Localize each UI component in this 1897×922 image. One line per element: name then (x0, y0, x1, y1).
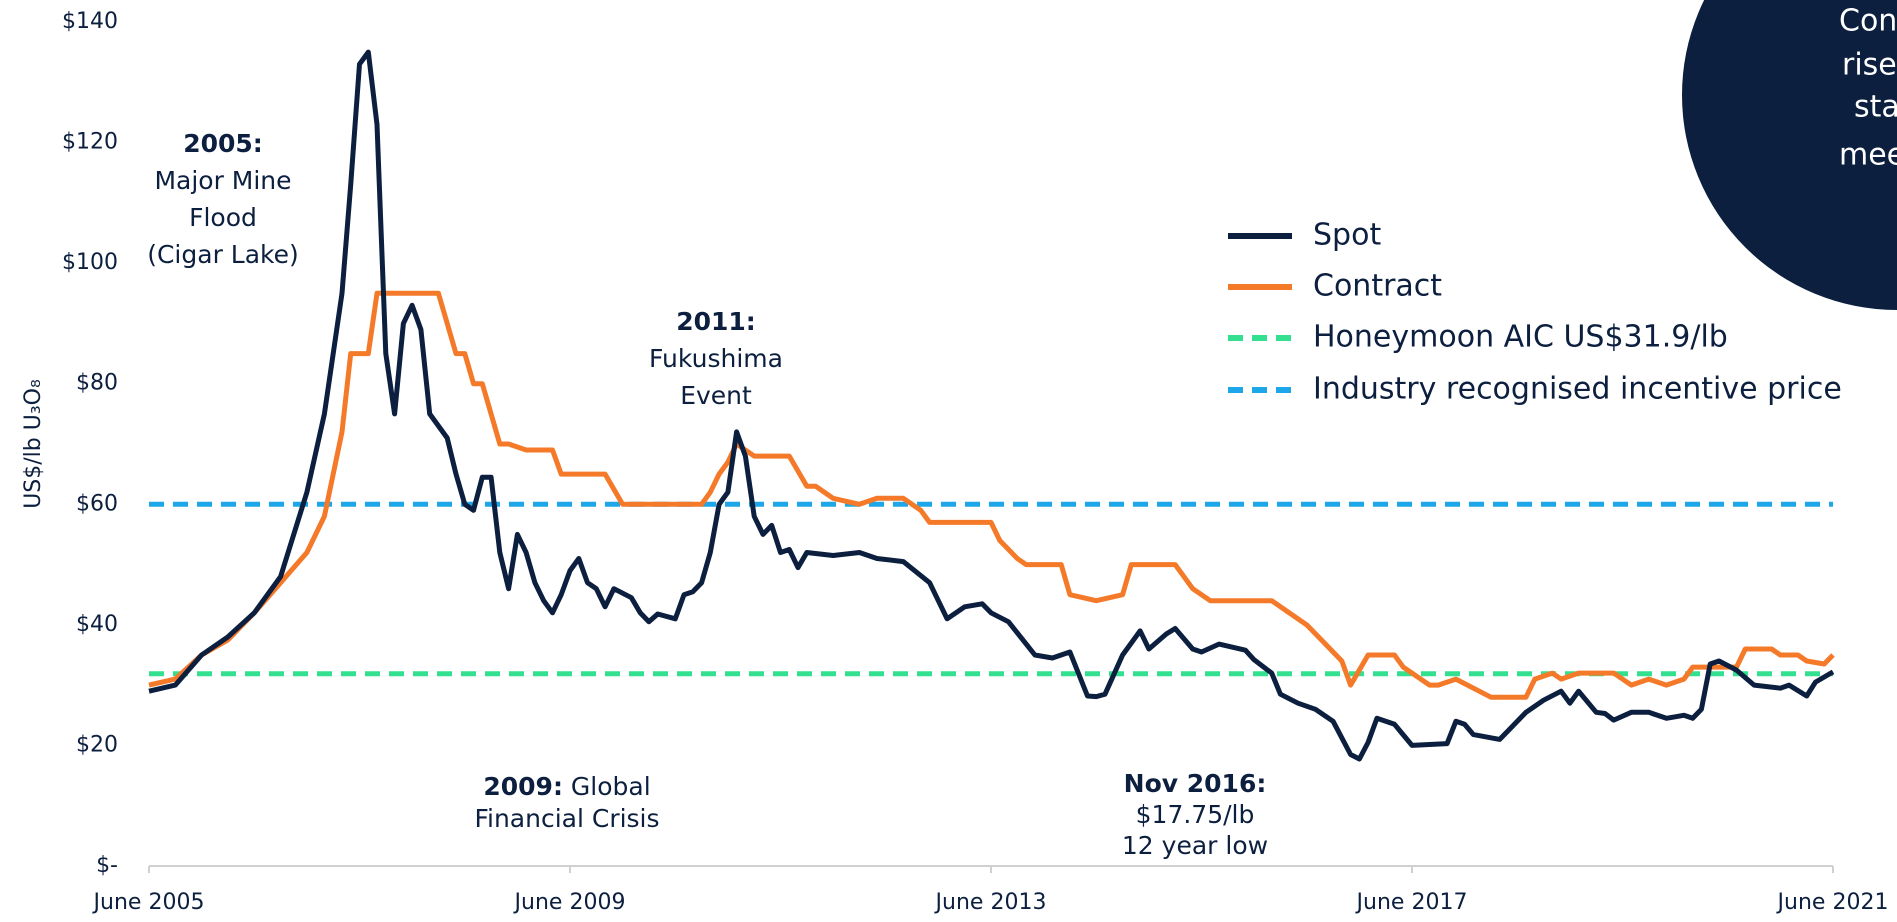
annotation-text: Fukushima (649, 344, 783, 373)
legend-label: Spot (1313, 218, 1381, 253)
annotation-heading: 2011: (676, 307, 756, 336)
y-tick-label: $80 (76, 371, 118, 396)
y-tick-label: $- (96, 853, 118, 878)
annotation-text: Financial Crisis (474, 804, 659, 833)
annotation-text: (Cigar Lake) (147, 240, 299, 269)
x-tick-label: June 2013 (934, 890, 1047, 915)
callout-text: Con (1839, 4, 1897, 39)
legend-label: Honeymoon AIC US$31.9/lb (1313, 320, 1728, 355)
y-tick-label: $20 (76, 732, 118, 757)
y-tick-label: $60 (76, 491, 118, 516)
x-tick-label: June 2009 (513, 890, 626, 915)
series-line (148, 49, 1835, 762)
annotation-text: 12 year low (1122, 831, 1268, 860)
series-line (148, 290, 1835, 700)
legend-label: Industry recognised incentive price (1313, 372, 1842, 407)
callout-text: mee (1839, 138, 1897, 173)
callout-circle (1682, 0, 1897, 310)
annotation-heading: 2005: (183, 129, 263, 158)
x-tick-label: June 2021 (1776, 890, 1889, 915)
annotation-text: Flood (189, 203, 257, 232)
callout-text: sta (1854, 90, 1897, 125)
legend-label: Contract (1313, 269, 1442, 304)
annotation-text: Major Mine (154, 166, 291, 195)
y-tick-label: $40 (76, 612, 118, 637)
y-tick-label: $120 (62, 130, 118, 155)
annotation: 2009: Global (483, 772, 650, 801)
x-tick-label: June 2005 (92, 890, 205, 915)
annotation-text: Global (571, 772, 651, 801)
annotation-text: Event (680, 381, 752, 410)
y-tick-label: $140 (62, 9, 118, 34)
y-tick-label: $100 (62, 250, 118, 275)
x-tick-label: June 2017 (1355, 890, 1468, 915)
annotation-text: $17.75/lb (1136, 800, 1255, 829)
callout-text: rise (1842, 48, 1897, 83)
y-axis-label: US$/lb U₃O₈ (21, 379, 46, 509)
annotation-heading: Nov 2016: (1124, 769, 1267, 798)
annotation-heading: 2009: (483, 772, 563, 801)
